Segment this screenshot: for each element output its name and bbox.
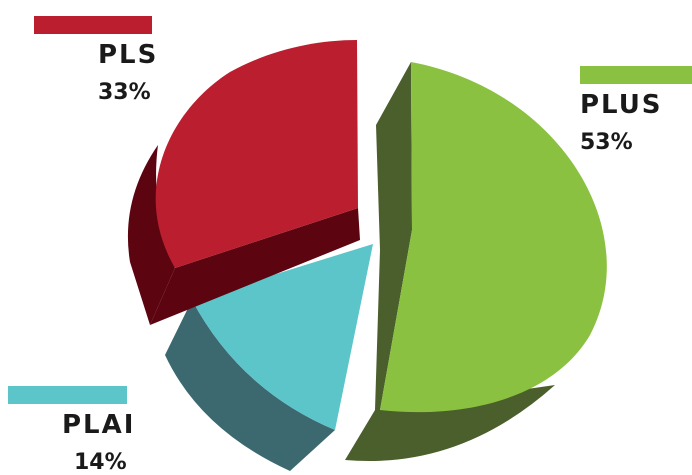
slice-pls-side — [127, 145, 359, 325]
legend-label-plus: PLUS — [580, 90, 663, 120]
slice-plai-side — [165, 300, 335, 471]
legend-swatch-plai — [8, 386, 127, 404]
slice-plus — [345, 62, 607, 462]
legend-label-pls: PLS — [98, 40, 159, 70]
slice-pls-side-lower — [150, 208, 360, 325]
legend-value-plai: 14% — [74, 450, 127, 475]
legend-value-pls: 33% — [98, 80, 151, 105]
slice-plai-top — [192, 244, 373, 430]
slice-plai — [165, 244, 373, 471]
slice-pls — [127, 40, 360, 325]
legend-swatch-plus — [580, 66, 692, 84]
slice-plus-side — [345, 62, 555, 462]
legend-value-plus: 53% — [580, 130, 633, 155]
slice-pls-top — [155, 40, 358, 268]
slice-plus-top — [380, 62, 607, 413]
legend-label-plai: PLAI — [62, 410, 136, 440]
legend-swatch-pls — [34, 16, 152, 34]
